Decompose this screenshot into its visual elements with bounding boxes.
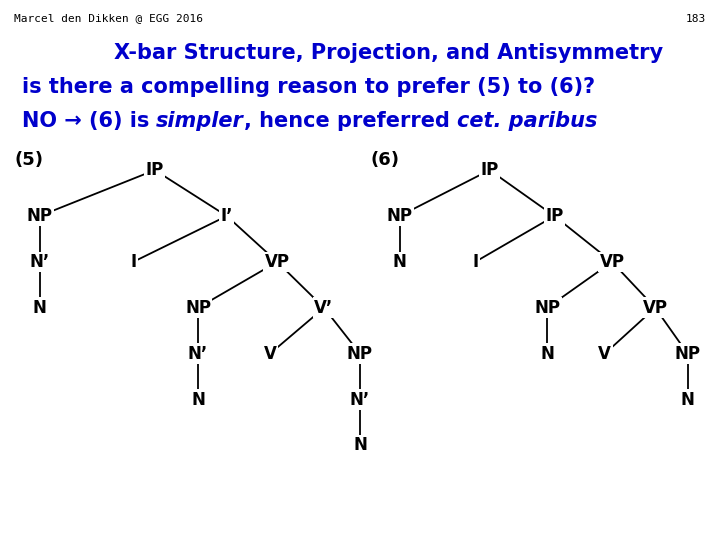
Text: IP: IP (545, 207, 564, 225)
Text: , hence preferred: , hence preferred (244, 111, 457, 131)
Text: IP: IP (480, 161, 499, 179)
Text: V’: V’ (315, 299, 333, 317)
Text: NP: NP (675, 345, 701, 363)
Text: simpler: simpler (156, 111, 244, 131)
Text: (6): (6) (371, 151, 400, 169)
Text: N: N (540, 345, 554, 363)
Text: VP: VP (600, 253, 624, 271)
Text: N: N (32, 299, 47, 317)
Text: NP: NP (534, 299, 560, 317)
Text: N’: N’ (350, 390, 370, 409)
Text: I: I (130, 253, 136, 271)
Text: N: N (353, 436, 367, 455)
Text: NP: NP (387, 207, 413, 225)
Text: cet. paribus: cet. paribus (457, 111, 598, 131)
Text: NO → (6) is: NO → (6) is (22, 111, 156, 131)
Text: VP: VP (265, 253, 289, 271)
Text: is there a compelling reason to prefer (5) to (6)?: is there a compelling reason to prefer (… (22, 77, 595, 97)
Text: I’: I’ (220, 207, 233, 225)
Text: Marcel den Dikken @ EGG 2016: Marcel den Dikken @ EGG 2016 (14, 14, 204, 24)
Text: NP: NP (347, 345, 373, 363)
Text: I: I (472, 253, 478, 271)
Text: NP: NP (185, 299, 211, 317)
Text: (5): (5) (14, 151, 43, 169)
Text: X-bar Structure, Projection, and Antisymmetry: X-bar Structure, Projection, and Antisym… (114, 43, 663, 63)
Text: IP: IP (145, 161, 164, 179)
Text: N’: N’ (188, 345, 208, 363)
Text: N: N (680, 390, 695, 409)
Text: V: V (598, 345, 611, 363)
Text: N: N (191, 390, 205, 409)
Text: NP: NP (27, 207, 53, 225)
Text: N: N (392, 253, 407, 271)
Text: 183: 183 (685, 14, 706, 24)
Text: V: V (264, 345, 276, 363)
Text: VP: VP (643, 299, 667, 317)
Text: N’: N’ (30, 253, 50, 271)
